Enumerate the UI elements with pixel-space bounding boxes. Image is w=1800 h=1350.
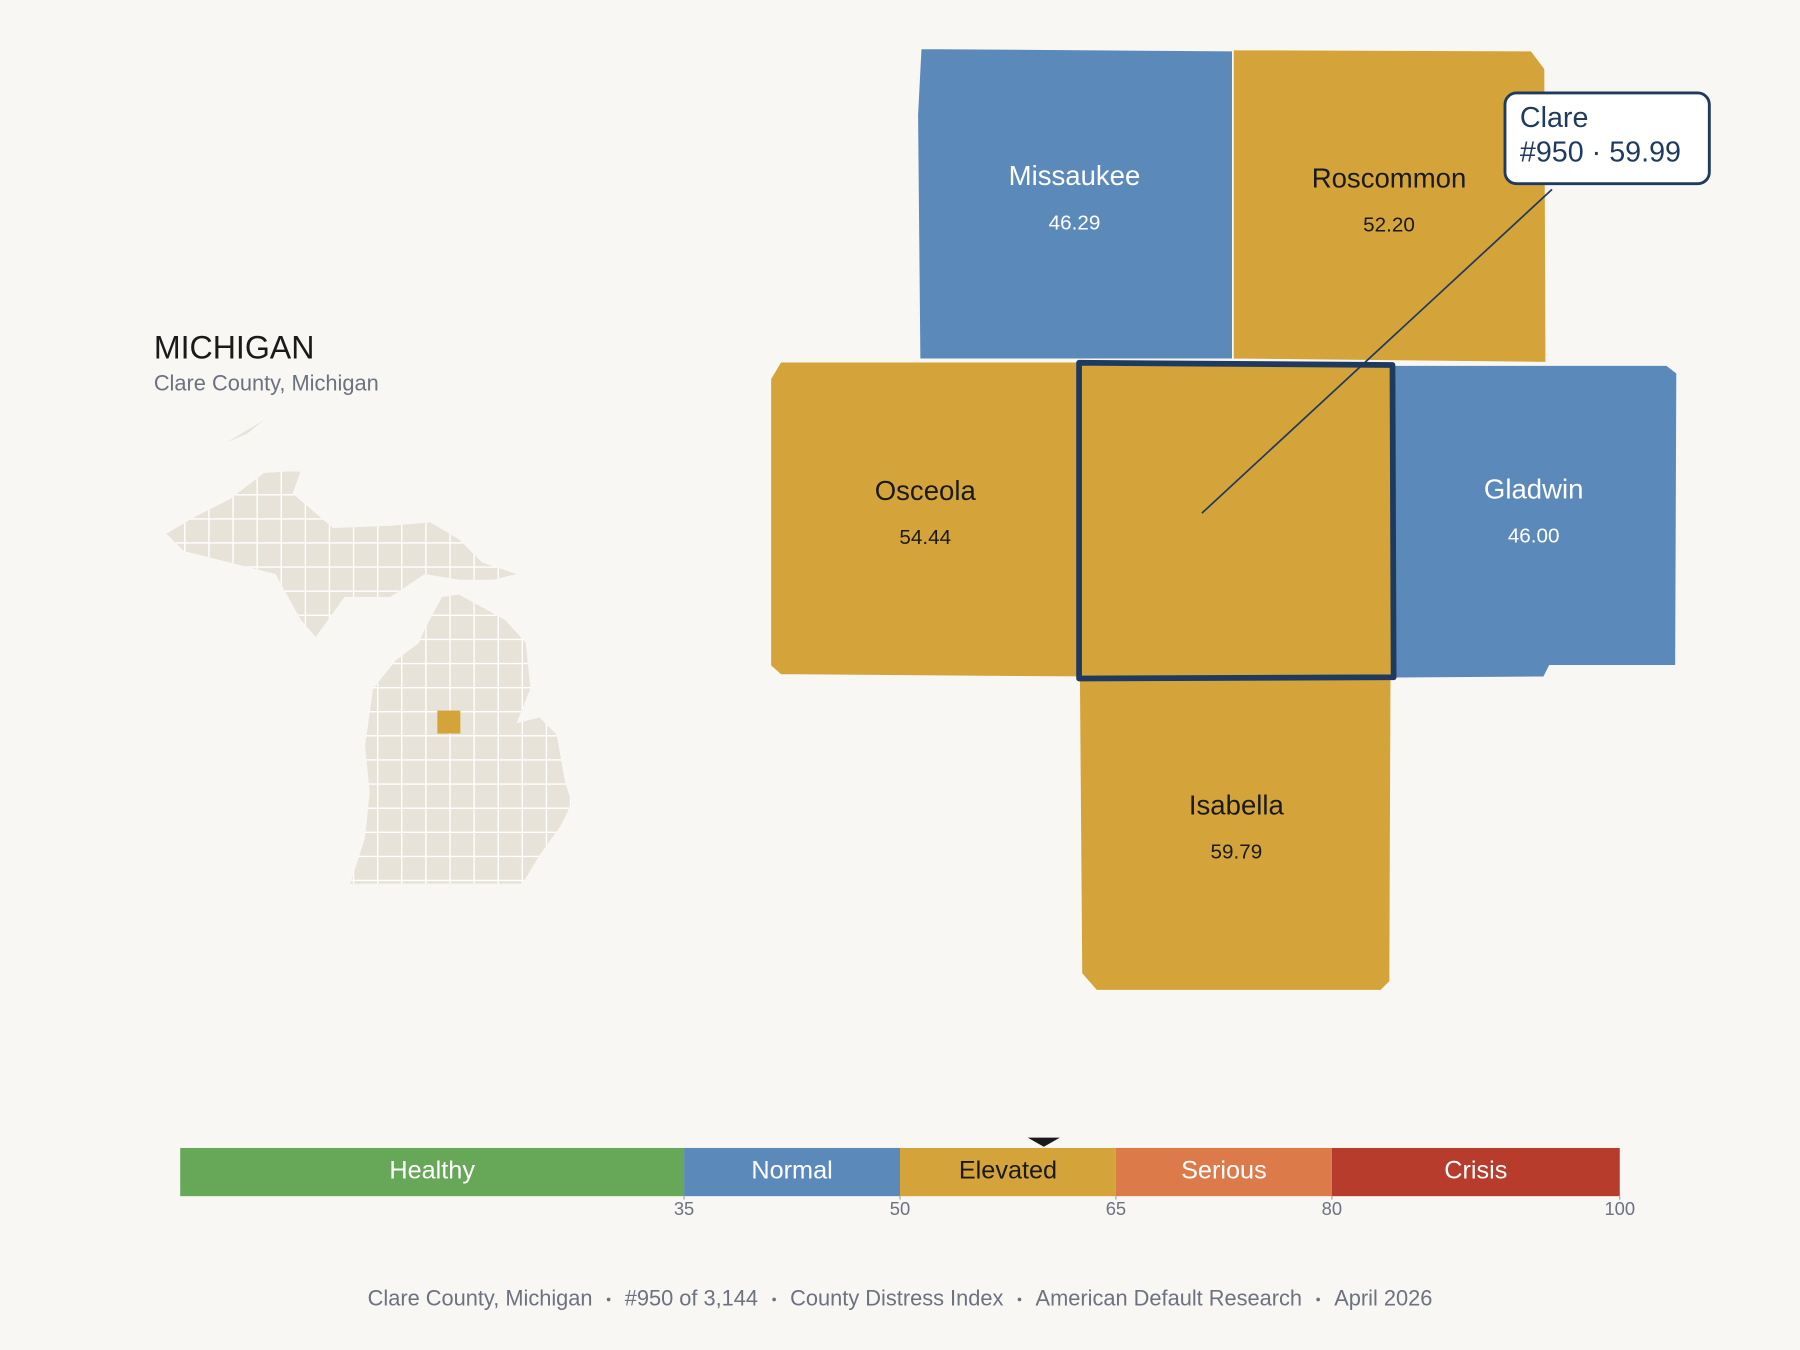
scale-band — [1331, 1147, 1620, 1197]
county — [1391, 364, 1679, 680]
selected-county — [1076, 359, 1397, 682]
scale-band-label: Crisis — [1444, 1157, 1507, 1185]
value-pointer — [1027, 1137, 1060, 1147]
scale-band-label: Elevated — [959, 1157, 1057, 1185]
county-name: Osceola — [875, 475, 977, 506]
footer-item: Clare County, Michigan — [368, 1285, 593, 1310]
scale-band — [900, 1147, 1116, 1197]
county-name: Roscommon — [1312, 163, 1467, 194]
color-scale: Healthy Normal Elevated Serious Crisis 35 50 65… — [180, 1137, 1635, 1219]
scale-band-label: Normal — [751, 1157, 832, 1185]
state-inset — [166, 420, 572, 884]
county-value: 46.00 — [1508, 525, 1560, 548]
counties: Missaukee 46.29 Roscommon 52.20 Osceola 54.44… — [769, 47, 1711, 992]
tick-label: 35 — [674, 1198, 694, 1219]
county — [769, 360, 1080, 679]
selected-county-inset — [437, 710, 461, 734]
footer-item: April 2026 — [1334, 1285, 1432, 1310]
scale-band — [684, 1147, 900, 1197]
scale-band — [180, 1147, 685, 1197]
county-value: 54.44 — [899, 526, 951, 549]
footer-item: American Default Research — [1036, 1285, 1303, 1310]
county-name: Gladwin — [1484, 474, 1584, 505]
scale-band-label: Healthy — [389, 1157, 475, 1185]
callout-box — [1503, 91, 1711, 186]
scale-band — [1115, 1147, 1332, 1197]
separator-dot — [1316, 1297, 1320, 1302]
island — [227, 420, 265, 442]
tick-label: 65 — [1106, 1198, 1126, 1219]
county — [1232, 48, 1548, 364]
county — [1078, 677, 1393, 992]
callout-name: Clare — [1520, 102, 1589, 134]
leader-line — [1201, 188, 1553, 514]
footer-item: #950 of 3,144 — [625, 1285, 758, 1310]
separator-dot — [1017, 1297, 1022, 1302]
county-name: Isabella — [1189, 789, 1285, 820]
tick-label: 80 — [1322, 1198, 1342, 1219]
separator-dot — [606, 1297, 611, 1302]
tick-label: 100 — [1604, 1198, 1635, 1219]
county — [916, 47, 1234, 361]
county-value: 46.29 — [1049, 211, 1101, 234]
county-name: Missaukee — [1009, 160, 1141, 191]
separator-dot — [772, 1297, 776, 1302]
callout-detail: #950 · 59.99 — [1520, 136, 1681, 168]
footer: Clare County, Michigan #950 of 3,144 Count… — [368, 1285, 1433, 1310]
scale-band-label: Serious — [1181, 1157, 1267, 1185]
county-value: 59.79 — [1211, 840, 1263, 863]
county-value: 52.20 — [1363, 214, 1415, 237]
subtitle: Clare County, Michigan — [154, 370, 379, 395]
footer-item: County Distress Index — [790, 1285, 1003, 1310]
tick-label: 50 — [890, 1198, 910, 1219]
state-title: MICHIGAN — [154, 330, 315, 366]
